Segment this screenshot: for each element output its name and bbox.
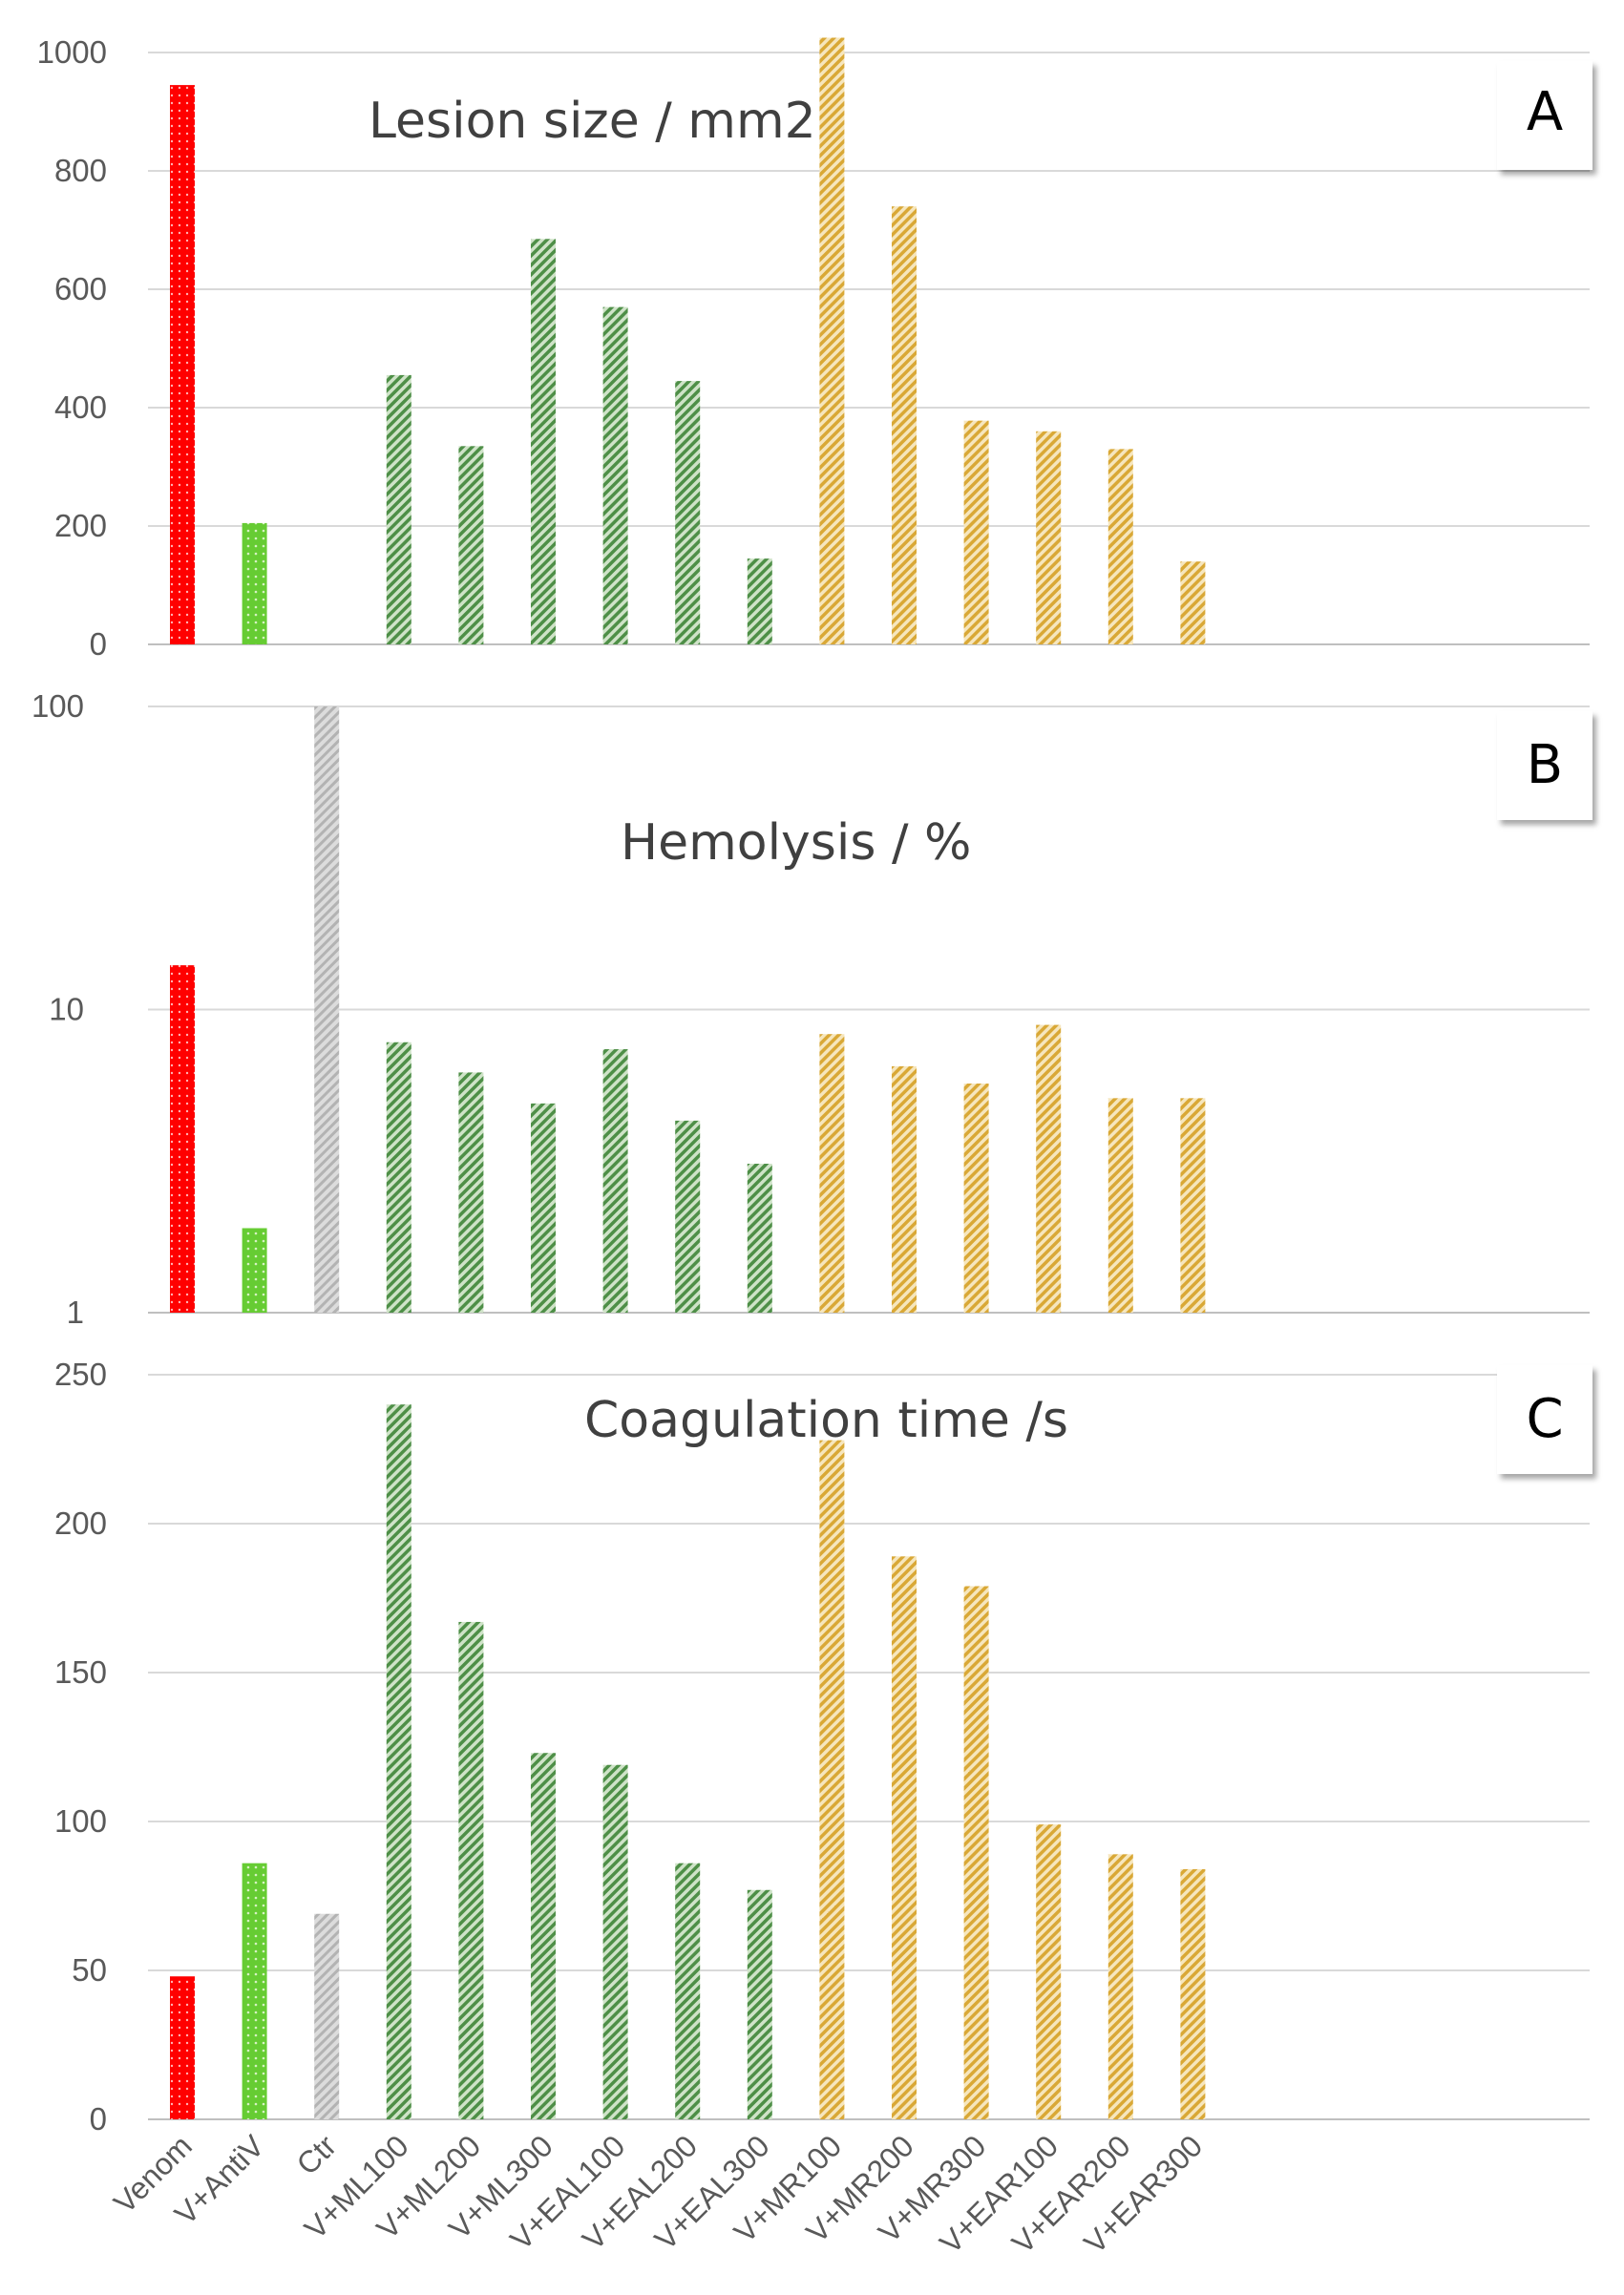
panel-c-badge-box <box>1497 1365 1592 1474</box>
panel-a-y-tick-label: 1000 <box>37 34 107 70</box>
panel-b-bar-v-eal300 <box>747 1163 772 1313</box>
panel-c: Coagulation time /s C 0 50 100 150 200 250 <box>54 1357 1592 2137</box>
panel-a-y-tick-label: 600 <box>54 271 107 306</box>
panel-c-bars <box>170 1404 1206 2119</box>
panel-c-bar-v-eal100 <box>602 1764 628 2119</box>
panel-a-bar-v-antiv <box>242 522 267 644</box>
panel-c-bar-v-mr300 <box>963 1586 989 2119</box>
panel-c-bar-ctr <box>314 1913 340 2119</box>
panel-a-bar-v-mr300 <box>963 420 989 644</box>
panel-b-bar-v-ml200 <box>458 1072 484 1313</box>
panel-a-bar-v-ml200 <box>458 446 484 644</box>
panel-b-bar-v-ear100 <box>1036 1024 1062 1313</box>
panel-a-bar-v-mr100 <box>819 37 845 644</box>
panel-b-bar-v-ml100 <box>386 1042 411 1313</box>
panel-b-bars <box>170 706 1206 1313</box>
panel-c-bar-v-ml300 <box>531 1753 556 2119</box>
panel-c-bar-v-ear100 <box>1036 1824 1062 2119</box>
panel-c-bar-v-mr200 <box>892 1556 917 2119</box>
panel-c-y-tick-label: 200 <box>54 1505 107 1541</box>
panel-b-bar-venom <box>170 965 195 1313</box>
panel-c-bar-v-ear300 <box>1180 1868 1206 2119</box>
panel-a-bar-v-ear300 <box>1180 561 1206 644</box>
panel-a-y-tick-label: 800 <box>54 153 107 188</box>
panel-c-y-tick-label: 250 <box>54 1357 107 1392</box>
panel-a-bar-v-eal300 <box>747 558 772 644</box>
panel-c-badge: C <box>1497 1365 1592 1474</box>
panel-a-y-tick-label: 0 <box>90 626 107 662</box>
panel-a-bar-venom <box>170 85 195 645</box>
panel-c-y-tick-label: 150 <box>54 1654 107 1690</box>
panel-b-bar-v-mr200 <box>892 1065 917 1313</box>
panel-a-bar-v-ml300 <box>531 239 556 645</box>
panel-c-y-tick-label: 100 <box>54 1803 107 1839</box>
panel-b-badge: B <box>1497 711 1592 820</box>
panel-b-bar-v-ml300 <box>531 1103 556 1313</box>
panel-a-bar-v-mr200 <box>892 206 917 644</box>
panel-b-bar-v-eal100 <box>602 1049 628 1313</box>
panel-c-bar-v-ml100 <box>386 1404 411 2119</box>
panel-a-bars <box>170 37 1206 645</box>
panel-b-bar-v-mr100 <box>819 1034 845 1313</box>
panel-b-title: Hemolysis / % <box>621 814 971 872</box>
panel-b-bar-v-mr300 <box>963 1084 989 1313</box>
panel-a-badge: A <box>1497 61 1592 170</box>
panel-a-bar-v-ear100 <box>1036 431 1062 644</box>
panel-a-y-tick-label: 200 <box>54 508 107 543</box>
panel-c-bar-v-antiv <box>242 1863 267 2119</box>
panel-b-bar-ctr <box>314 706 340 1313</box>
panel-b-y-tick-label: 1 <box>67 1295 84 1330</box>
panel-a: Lesion size / mm2 A 0 200 400 600 800 1000 <box>37 34 1592 662</box>
panel-b-label: B <box>1527 734 1563 796</box>
panel-b-gridlines <box>148 705 1590 1314</box>
panel-a-y-tick-label: 400 <box>54 390 107 425</box>
panel-c-title: Coagulation time /s <box>584 1392 1068 1449</box>
panel-a-title: Lesion size / mm2 <box>369 93 816 150</box>
panel-c-bar-v-eal200 <box>675 1863 701 2119</box>
panel-b-y-tick-label: 10 <box>49 992 84 1027</box>
panel-c-y-tick-label: 0 <box>90 2101 107 2137</box>
panel-b-bar-v-antiv <box>242 1228 267 1313</box>
panel-c-bar-v-eal300 <box>747 1889 772 2119</box>
panel-a-gridlines <box>148 52 1590 645</box>
panel-a-badge-box <box>1497 61 1592 170</box>
panel-a-bar-v-ml100 <box>386 374 411 644</box>
x-tick-label-ctr: Ctr <box>290 2128 344 2181</box>
panel-b-bar-v-ear300 <box>1180 1098 1206 1313</box>
panel-c-gridlines <box>148 1374 1590 2120</box>
panel-b-badge-box <box>1497 711 1592 820</box>
panel-b: Hemolysis / % B 1 10 100 <box>32 688 1592 1330</box>
panel-a-bar-v-eal100 <box>602 306 628 644</box>
panel-b-bar-v-ear200 <box>1107 1098 1133 1313</box>
panel-b-y-tick-label: 100 <box>32 688 84 724</box>
panel-a-bar-v-eal200 <box>675 381 701 644</box>
panel-c-bar-venom <box>170 1976 195 2119</box>
panel-c-label: C <box>1526 1388 1563 1450</box>
panel-b-bar-v-eal200 <box>675 1120 701 1313</box>
panel-c-bar-v-mr100 <box>819 1440 845 2119</box>
panel-c-bar-v-ear200 <box>1107 1854 1133 2119</box>
panel-a-bar-v-ear200 <box>1107 449 1133 644</box>
panel-a-label: A <box>1527 81 1563 143</box>
panel-c-bar-v-ml200 <box>458 1621 484 2119</box>
panel-c-y-tick-label: 50 <box>72 1952 107 1988</box>
